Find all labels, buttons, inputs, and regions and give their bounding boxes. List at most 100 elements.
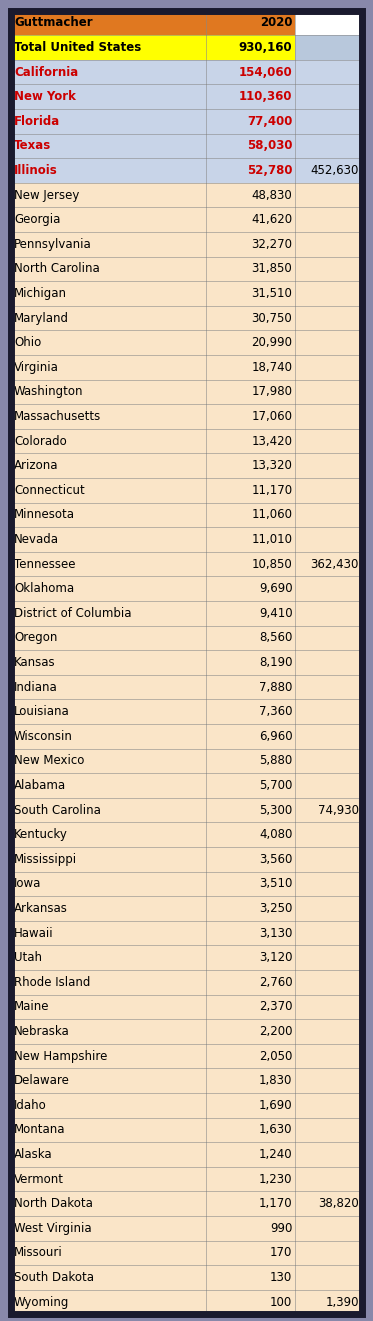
Text: 130: 130: [270, 1271, 292, 1284]
Bar: [295, 921, 362, 946]
Text: Louisiana: Louisiana: [14, 705, 70, 719]
Bar: [295, 502, 362, 527]
Text: Delaware: Delaware: [14, 1074, 70, 1087]
Text: Utah: Utah: [14, 951, 42, 964]
Text: Alabama: Alabama: [14, 779, 66, 793]
Bar: [11, 256, 206, 281]
Bar: [11, 1118, 206, 1143]
Text: Washington: Washington: [14, 386, 84, 399]
Bar: [295, 847, 362, 872]
Text: 3,560: 3,560: [259, 853, 292, 865]
Bar: [11, 1020, 206, 1044]
Text: Florida: Florida: [14, 115, 60, 128]
Bar: [206, 552, 295, 576]
Text: 18,740: 18,740: [251, 361, 292, 374]
Text: Virginia: Virginia: [14, 361, 59, 374]
Bar: [295, 453, 362, 478]
Bar: [11, 11, 206, 36]
Text: 10,850: 10,850: [252, 557, 292, 571]
Bar: [295, 552, 362, 576]
Bar: [295, 724, 362, 749]
Bar: [206, 232, 295, 256]
Bar: [206, 85, 295, 108]
Bar: [295, 108, 362, 133]
Bar: [295, 650, 362, 675]
Bar: [206, 1266, 295, 1289]
Text: 1,170: 1,170: [259, 1197, 292, 1210]
Bar: [11, 281, 206, 305]
Bar: [206, 11, 295, 36]
Bar: [11, 724, 206, 749]
Bar: [295, 946, 362, 970]
Bar: [11, 1240, 206, 1266]
Bar: [206, 1020, 295, 1044]
Text: Alaska: Alaska: [14, 1148, 53, 1161]
Bar: [11, 502, 206, 527]
Bar: [206, 404, 295, 429]
Bar: [295, 59, 362, 85]
Bar: [11, 749, 206, 773]
Text: Tennessee: Tennessee: [14, 557, 75, 571]
Bar: [11, 601, 206, 626]
Bar: [295, 896, 362, 921]
Text: Massachusetts: Massachusetts: [14, 410, 101, 423]
Text: 2020: 2020: [260, 16, 292, 29]
Bar: [206, 921, 295, 946]
Text: 930,160: 930,160: [239, 41, 292, 54]
Bar: [11, 207, 206, 232]
Bar: [295, 404, 362, 429]
Text: 41,620: 41,620: [251, 213, 292, 226]
Text: Indiana: Indiana: [14, 680, 58, 694]
Bar: [206, 1192, 295, 1217]
Bar: [11, 1143, 206, 1166]
Text: South Carolina: South Carolina: [14, 803, 101, 816]
Text: 7,880: 7,880: [259, 680, 292, 694]
Text: 1,630: 1,630: [259, 1123, 292, 1136]
Text: Maryland: Maryland: [14, 312, 69, 325]
Bar: [206, 59, 295, 85]
Bar: [206, 1166, 295, 1192]
Text: Arkansas: Arkansas: [14, 902, 68, 915]
Bar: [295, 330, 362, 355]
Text: 52,780: 52,780: [247, 164, 292, 177]
Text: 74,930: 74,930: [318, 803, 359, 816]
Bar: [206, 256, 295, 281]
Bar: [295, 1266, 362, 1289]
Text: 3,250: 3,250: [259, 902, 292, 915]
Bar: [206, 576, 295, 601]
Bar: [11, 478, 206, 502]
Bar: [295, 872, 362, 896]
Text: 154,060: 154,060: [239, 66, 292, 78]
Bar: [11, 847, 206, 872]
Bar: [11, 1266, 206, 1289]
Bar: [206, 872, 295, 896]
Text: 31,850: 31,850: [252, 263, 292, 275]
Bar: [295, 798, 362, 823]
Text: 4,080: 4,080: [259, 828, 292, 841]
Text: Nevada: Nevada: [14, 532, 59, 546]
Bar: [295, 159, 362, 182]
Text: South Dakota: South Dakota: [14, 1271, 94, 1284]
Bar: [11, 379, 206, 404]
Text: New Mexico: New Mexico: [14, 754, 84, 768]
Bar: [206, 995, 295, 1020]
Bar: [206, 699, 295, 724]
Bar: [295, 823, 362, 847]
Bar: [11, 1217, 206, 1240]
Bar: [295, 1020, 362, 1044]
Bar: [11, 650, 206, 675]
Bar: [295, 1240, 362, 1266]
Text: Vermont: Vermont: [14, 1173, 64, 1185]
Text: Texas: Texas: [14, 140, 51, 152]
Text: West Virginia: West Virginia: [14, 1222, 92, 1235]
Text: 6,960: 6,960: [259, 729, 292, 742]
Text: 2,200: 2,200: [259, 1025, 292, 1038]
Bar: [206, 305, 295, 330]
Bar: [206, 133, 295, 159]
Bar: [11, 1166, 206, 1192]
Bar: [295, 576, 362, 601]
Text: California: California: [14, 66, 78, 78]
Text: 48,830: 48,830: [252, 189, 292, 202]
Bar: [295, 970, 362, 995]
Text: Guttmacher: Guttmacher: [14, 16, 93, 29]
